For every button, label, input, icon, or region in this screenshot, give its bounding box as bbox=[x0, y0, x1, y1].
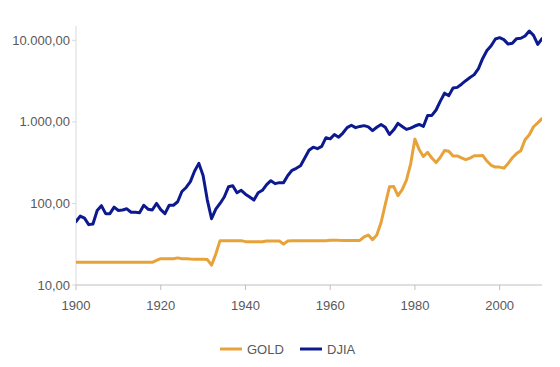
x-tick-label: 1980 bbox=[400, 298, 429, 313]
legend-label: GOLD bbox=[247, 342, 284, 357]
y-tick-label: 100,00 bbox=[30, 196, 70, 211]
y-tick bbox=[72, 203, 76, 204]
plot-area bbox=[76, 31, 542, 265]
x-tick bbox=[414, 285, 415, 290]
y-tick-label: 10.000,00 bbox=[12, 33, 70, 48]
x-tick bbox=[499, 285, 500, 290]
x-tick bbox=[160, 285, 161, 290]
x-tick-label: 2000 bbox=[485, 298, 514, 313]
legend: GOLD DJIA bbox=[220, 342, 356, 357]
x-tick-label: 1960 bbox=[316, 298, 345, 313]
x-tick bbox=[245, 285, 246, 290]
x-tick bbox=[330, 285, 331, 290]
chart: 10,00 100,00 1.000,00 10.000,00 1900 1920 1940… bbox=[0, 0, 560, 367]
x-tick-label: 1920 bbox=[146, 298, 175, 313]
legend-label: DJIA bbox=[327, 342, 356, 357]
x-tick-label: 1900 bbox=[62, 298, 91, 313]
y-tick-label: 1.000,00 bbox=[19, 114, 70, 129]
y-tick-label: 10,00 bbox=[37, 278, 70, 293]
x-axis-line bbox=[76, 285, 542, 286]
y-tick bbox=[72, 40, 76, 41]
y-tick bbox=[72, 121, 76, 122]
series-line bbox=[76, 119, 542, 266]
legend-swatch bbox=[300, 348, 322, 351]
y-tick bbox=[72, 285, 76, 286]
x-tick bbox=[76, 285, 77, 290]
series-line bbox=[76, 31, 542, 225]
y-axis-line bbox=[76, 26, 77, 285]
x-tick-label: 1940 bbox=[231, 298, 260, 313]
legend-swatch bbox=[220, 348, 242, 351]
